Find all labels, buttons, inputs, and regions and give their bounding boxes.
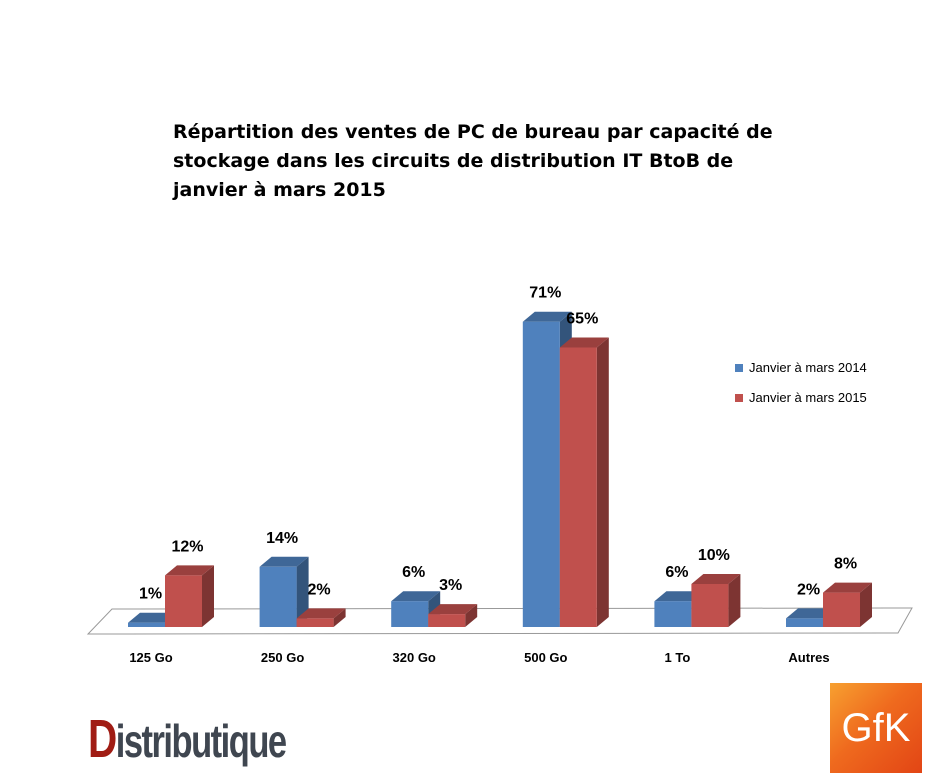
bar-1-to-0 <box>654 601 692 627</box>
bar-side <box>202 565 214 627</box>
bar-top <box>296 608 346 619</box>
data-label: 6% <box>402 564 425 581</box>
distributique-logo: Distributique <box>88 709 287 769</box>
bar-500-go-0 <box>522 321 560 627</box>
bar-500-go-1 <box>559 347 597 627</box>
bar-side <box>465 604 478 627</box>
data-label: 65% <box>566 311 598 328</box>
data-label: 6% <box>665 564 688 581</box>
data-label: 2% <box>797 581 820 598</box>
chart-title: Répartition des ventes de PC de bureau p… <box>173 121 773 201</box>
x-tick-label: 1 To <box>665 650 691 665</box>
data-label: 10% <box>698 547 730 564</box>
data-label: 2% <box>308 581 331 598</box>
data-label: 3% <box>439 577 462 594</box>
bar-autres-1 <box>823 592 860 627</box>
bar-side <box>860 582 872 627</box>
bar-top <box>786 608 835 619</box>
bar-top <box>654 591 704 602</box>
legend-label: Janvier à mars 2014 <box>749 360 867 375</box>
bar-top <box>823 582 872 593</box>
bar-top <box>165 565 214 576</box>
bar-320-go-1 <box>428 614 466 627</box>
bar-250-go-1 <box>296 618 334 627</box>
legend-label: Janvier à mars 2015 <box>749 390 867 405</box>
bar-top <box>128 612 177 623</box>
bar-top <box>428 604 478 615</box>
bar-side <box>728 574 741 627</box>
bar-top <box>559 337 609 348</box>
x-tick-label: 250 Go <box>261 650 304 665</box>
data-label: 8% <box>834 556 857 573</box>
bar-top <box>522 311 572 322</box>
gfk-logo: GfK <box>830 683 922 773</box>
data-label: 71% <box>529 285 561 302</box>
data-label: 12% <box>171 538 203 555</box>
x-tick-label: 500 Go <box>524 650 567 665</box>
bar-side <box>333 608 346 627</box>
x-tick-label: Autres <box>788 650 829 665</box>
bar-125-go-1 <box>165 575 202 627</box>
bar-250-go-0 <box>259 566 297 627</box>
legend-item-2014: Janvier à mars 2014 <box>735 360 867 375</box>
bar-320-go-0 <box>391 601 429 627</box>
legend-item-2015: Janvier à mars 2015 <box>735 390 867 405</box>
bar-side <box>596 337 609 627</box>
bar-side <box>296 556 309 627</box>
legend-swatch <box>735 393 743 402</box>
legend-swatch <box>735 363 743 372</box>
x-tick-label: 320 Go <box>393 650 436 665</box>
bar-125-go-0 <box>128 622 165 627</box>
bar-1-to-1 <box>691 584 729 627</box>
data-label: 14% <box>266 530 298 547</box>
bar-top <box>259 556 309 567</box>
data-label: 1% <box>139 586 162 603</box>
bar-top <box>691 574 741 584</box>
bar-top <box>391 591 441 602</box>
x-tick-label: 125 Go <box>129 650 172 665</box>
bar-autres-0 <box>786 618 823 627</box>
